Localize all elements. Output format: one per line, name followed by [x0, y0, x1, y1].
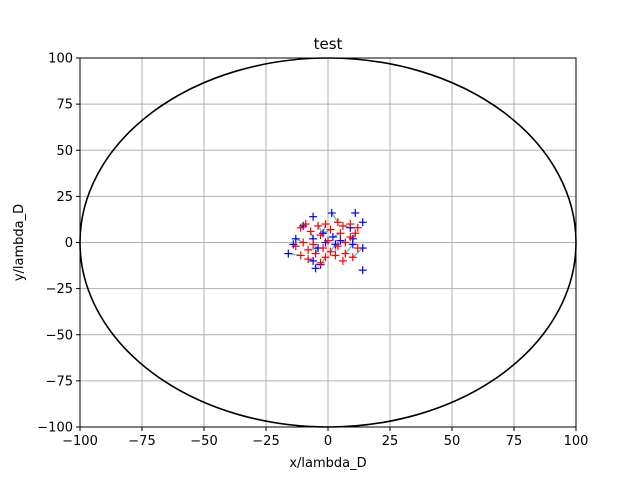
blue-point [309, 256, 318, 265]
red-point [301, 220, 310, 229]
red-point [353, 223, 362, 232]
blue-point [351, 208, 360, 217]
blue-point [358, 218, 367, 227]
y-tick-label: 75 [56, 98, 73, 113]
particle-trail [352, 247, 364, 258]
red-point [338, 221, 347, 230]
chart-title: test [314, 35, 343, 53]
x-tick-label: 75 [506, 434, 523, 449]
red-point [291, 242, 300, 251]
axis-ticks: −100 −75 −50 −25 0 25 50 75 100 −100 −75 −50 −25 0 25 5… [37, 52, 588, 450]
x-tick-label: −50 [190, 434, 217, 449]
red-point [316, 231, 325, 240]
blue-point [309, 212, 318, 221]
red-point [348, 253, 357, 262]
x-tick-label: 50 [444, 434, 461, 449]
red-point [346, 232, 355, 241]
red-point [326, 225, 335, 234]
y-tick-label: 0 [65, 236, 73, 251]
particle-trail [317, 225, 324, 234]
red-point [309, 240, 318, 249]
red-point [321, 253, 330, 262]
red-point [338, 256, 347, 265]
blue-point [328, 232, 337, 241]
y-tick-label: −25 [46, 282, 73, 297]
blue-point [348, 240, 357, 249]
red-point [346, 220, 355, 229]
x-tick-label: −75 [128, 434, 155, 449]
red-point [351, 229, 360, 238]
red-point [321, 220, 330, 229]
red-point [296, 223, 305, 232]
y-tick-label: 100 [48, 52, 73, 67]
particle-trail [322, 229, 331, 234]
red-point [353, 244, 362, 253]
red-point [304, 255, 313, 264]
red-point [341, 238, 350, 247]
red-point [311, 249, 320, 258]
y-tick-label: −100 [37, 421, 73, 436]
particle-trail [320, 256, 327, 265]
particle-trail [344, 243, 354, 254]
x-axis-label: x/lambda_D [289, 456, 366, 471]
red-point [296, 251, 305, 260]
red-point [316, 258, 325, 267]
blue-point [358, 266, 367, 275]
x-tick-label: 25 [382, 434, 399, 449]
red-point [299, 238, 308, 247]
red-point [314, 221, 323, 230]
red-point [341, 249, 350, 258]
x-tick-label: 0 [324, 434, 332, 449]
red-point [331, 251, 340, 260]
particle-trail [329, 244, 336, 253]
blue-point [291, 234, 300, 243]
red-point [304, 245, 313, 254]
blue-point [327, 208, 336, 217]
y-tick-label: −75 [46, 374, 73, 389]
blue-point [336, 236, 345, 245]
x-tick-label: −100 [62, 434, 98, 449]
red-point [324, 236, 332, 245]
red-point [333, 218, 342, 227]
blue-point [284, 249, 293, 258]
particle-trail [312, 243, 319, 249]
y-axis-label: y/lambda_D [12, 204, 27, 281]
red-point [326, 247, 335, 256]
y-tick-label: −50 [46, 328, 73, 343]
red-point [336, 229, 345, 238]
particle-trail [295, 238, 304, 244]
y-tick-label: 50 [56, 144, 73, 159]
particle-trail [331, 212, 339, 223]
red-point [333, 242, 342, 251]
red-point [319, 244, 328, 253]
red-point [306, 227, 315, 236]
y-tick-label: 25 [56, 190, 73, 205]
particle-markers [284, 208, 367, 275]
x-tick-label: −25 [252, 434, 279, 449]
x-tick-label: 100 [564, 434, 589, 449]
particle-trail [332, 232, 341, 238]
blue-point [311, 264, 320, 273]
